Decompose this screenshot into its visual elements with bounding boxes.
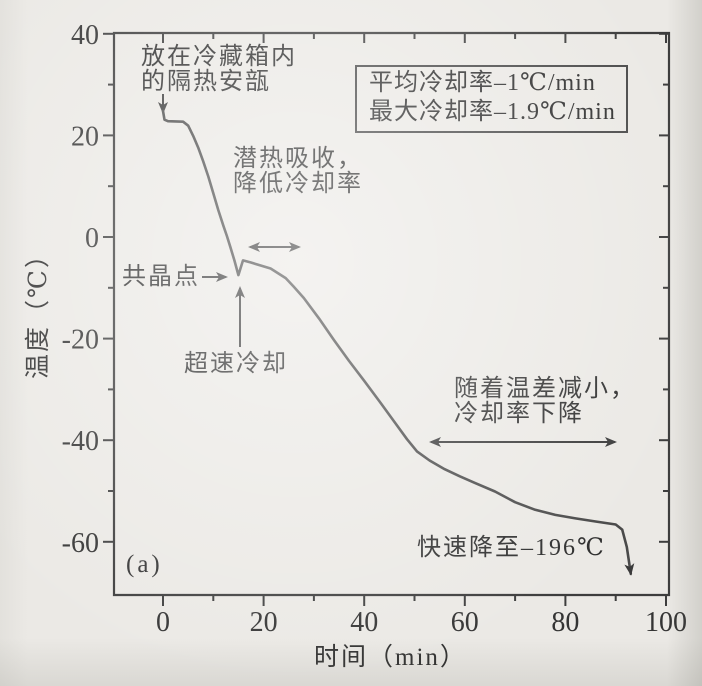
panel-label: (a) <box>126 551 163 578</box>
x-tick-label: 40 <box>350 607 378 638</box>
y-axis-label: 温度（℃） <box>25 241 52 379</box>
x-tick-label: 100 <box>645 607 687 638</box>
y-tick-label: -60 <box>62 528 99 559</box>
annotation-supercool: 超速冷却 <box>184 351 288 377</box>
x-axis-label: 时间（min） <box>314 644 467 671</box>
legend-box: 平均冷却率–1℃/min 最大冷却率–1.9℃/min <box>355 65 628 133</box>
x-tick-label: 0 <box>156 607 170 638</box>
cooling-curve <box>161 109 635 576</box>
y-tick-label: -40 <box>62 426 99 457</box>
annotation-tempdiff-line2: 冷却率下降 <box>454 401 584 427</box>
y-tick-label: 40 <box>71 20 99 51</box>
y-tick-label: 20 <box>71 121 99 152</box>
x-tick-label: 80 <box>551 607 579 638</box>
x-tick-label: 60 <box>451 607 479 638</box>
annotation-ampoule-line2: 的隔热安瓿 <box>141 69 271 95</box>
annotation-ampoule-line1: 放在冷藏箱内 <box>141 44 297 70</box>
legend-line-max: 最大冷却率–1.9℃/min <box>369 99 616 125</box>
x-tick-label: 20 <box>250 607 278 638</box>
annotation-tempdiff: 随着温差减小， 冷却率下降 <box>454 377 636 427</box>
annotation-ampoule: 放在冷藏箱内 的隔热安瓿 <box>141 45 297 95</box>
annotation-rapid: 快速降至–196℃ <box>417 535 606 561</box>
y-tick-label: -20 <box>62 325 99 356</box>
annotation-eutectic: 共晶点 <box>122 264 200 290</box>
annotation-latent-line1: 潜热吸收， <box>233 146 363 172</box>
axes-frame <box>112 31 671 597</box>
annotation-latent-line2: 降低冷却率 <box>233 171 363 197</box>
legend-line-average: 平均冷却率–1℃/min <box>369 70 596 96</box>
annotation-latent: 潜热吸收， 降低冷却率 <box>233 147 363 197</box>
y-tick-label: 0 <box>85 223 99 254</box>
annotation-tempdiff-line1: 随着温差减小， <box>454 376 636 402</box>
